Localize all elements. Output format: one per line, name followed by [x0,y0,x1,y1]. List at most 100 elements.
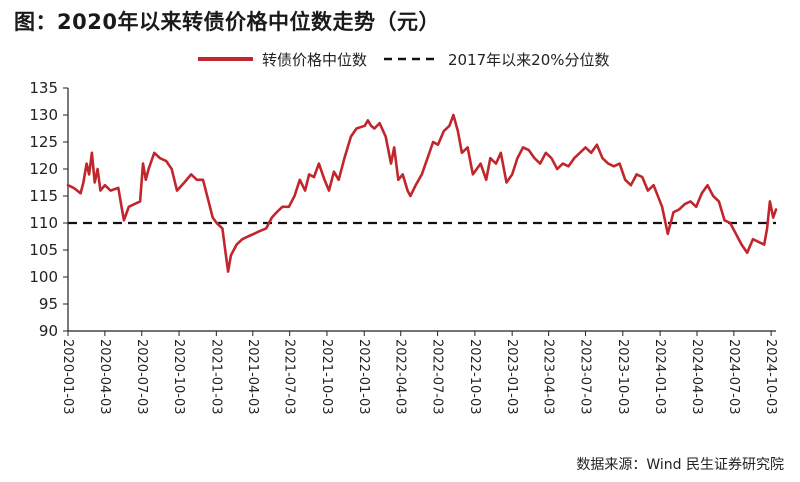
data-point [550,157,553,159]
data-point [489,157,492,159]
data-point [641,176,644,178]
data-point [406,189,409,192]
data-point [333,170,335,173]
data-point [466,146,469,149]
y-tick-label: 120 [29,160,58,178]
x-tick-label: 2020-04-03 [97,339,112,415]
data-point [67,184,69,186]
data-point [258,230,261,232]
data-point [723,219,726,222]
data-point [401,173,404,176]
data-point [505,181,508,184]
data-point [409,195,412,197]
data-point [718,200,720,203]
data-point [740,243,743,246]
data-point [313,176,315,178]
data-point [190,173,192,176]
data-point [247,235,249,238]
x-tick-label: 2024-01-03 [652,339,667,415]
y-tick-label: 90 [39,322,58,340]
data-point [556,168,558,170]
y-tick-label: 115 [29,187,58,205]
data-point [769,200,771,203]
data-point [522,146,524,149]
chart-title: 图：2020年以来转债价格中位数走势（元） [14,10,440,34]
x-tick-label: 2021-01-03 [208,339,223,415]
data-point [652,184,655,186]
x-tick-label: 2020-07-03 [134,339,149,415]
data-point [528,149,530,151]
x-tick-label: 2023-07-03 [578,339,593,415]
data-point [567,165,570,168]
data-point [457,130,459,132]
data-point [772,216,774,219]
data-point [766,227,768,230]
data-point [461,152,463,154]
data-point [607,162,609,165]
data-point [590,152,592,154]
data-point [293,195,296,197]
data-point [378,122,381,124]
x-tick-label: 2023-10-03 [615,339,630,415]
x-tick-label: 2021-04-03 [245,339,260,415]
axes [67,88,776,332]
y-tick-label: 125 [29,133,58,151]
data-point [281,206,284,208]
x-tick-label: 2021-10-03 [319,339,334,415]
y-tick-label: 135 [29,79,58,97]
data-point [701,192,703,195]
data-point [370,125,372,127]
data-point [393,146,396,149]
data-point [153,152,156,154]
data-point [511,173,513,176]
data-point [624,179,626,181]
data-point [384,135,387,138]
data-point [117,187,120,189]
data-point [207,200,210,203]
x-tick-label: 2020-10-03 [171,339,186,415]
data-point [579,152,581,154]
data-point [271,216,273,219]
data-point [265,227,268,230]
data-point [147,168,150,170]
data-point [202,179,204,181]
data-point [421,173,423,176]
data-point [596,143,598,146]
x-tick-label: 2023-01-03 [504,339,519,415]
data-point [350,135,352,138]
data-point [562,162,564,165]
data-point [397,179,400,181]
data-point [323,179,326,181]
data-point [96,168,99,170]
data-point [304,189,306,192]
data-point [437,143,439,146]
data-point [500,152,502,154]
data-point [91,152,93,154]
data-point [221,227,224,230]
data-point [299,179,301,181]
data-point [227,270,229,273]
data-point [667,233,669,235]
data-point [337,179,340,181]
legend-reference-label: 2017年以来20%分位数 [448,51,610,69]
data-point [159,157,161,159]
data-point [672,211,675,213]
y-tick-label: 130 [29,106,58,124]
data-point [706,184,709,186]
x-tick-label: 2022-10-03 [467,339,482,415]
data-point [343,157,346,159]
y-tick-label: 110 [29,214,58,232]
data-point [635,173,638,176]
data-point [452,114,455,116]
data-point [485,179,488,181]
data-point [647,189,649,192]
data-point [472,173,474,176]
data-point [695,206,697,208]
data-point [109,189,112,192]
data-point [752,238,754,240]
x-tick-label: 2022-04-03 [393,339,408,415]
data-point [196,179,198,181]
x-tick-label: 2021-07-03 [282,339,297,415]
data-point [712,195,714,197]
